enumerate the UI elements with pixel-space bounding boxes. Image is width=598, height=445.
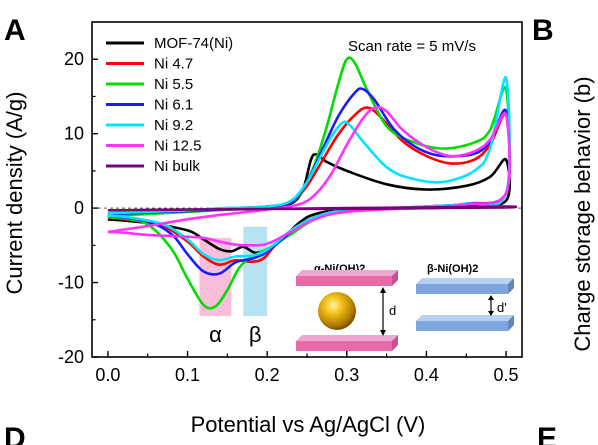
y-axis-label: Current density (A/g)	[2, 92, 27, 295]
y-tick-label: 20	[64, 49, 84, 69]
x-tick-label: 0.0	[95, 365, 120, 385]
beta-bottom-slab-top	[416, 315, 514, 321]
beta-d-arrow-head-down	[488, 311, 494, 316]
peak-band-label-alpha: α	[209, 322, 222, 347]
alpha-bottom-slab-top	[296, 335, 398, 341]
legend-label-ni-5-5: Ni 5.5	[154, 76, 193, 93]
scan-rate-annotation: Scan rate = 5 mV/s	[348, 38, 476, 55]
beta-d-arrow-head-up	[488, 295, 494, 300]
legend-label-ni-9-2: Ni 9.2	[154, 117, 193, 134]
beta-d-label: d'	[497, 300, 507, 315]
legend: MOF-74(Ni) Ni 4.7 Ni 5.5 Ni 6.1 Ni 9.2 Ni 12.…	[106, 35, 233, 175]
axis-ticks: 0.0 0.1 0.2 0.3 0.4 0.5 -20 -10 0 10 20	[58, 49, 519, 385]
x-tick-label: 0.2	[255, 365, 280, 385]
panel-letter-e: E	[537, 422, 557, 445]
legend-label-ni-bulk: Ni bulk	[154, 158, 200, 175]
peak-band-label-beta: β	[249, 322, 262, 347]
panel-letter-b: B	[532, 14, 554, 47]
panel-letter-a: A	[4, 14, 26, 47]
panel-letter-d: D	[4, 422, 26, 445]
legend-label-ni-12-5: Ni 12.5	[154, 138, 202, 155]
series-line-ni-12-5	[107, 105, 511, 247]
alpha-structure-inset: α-Ni(OH)2 d	[296, 263, 398, 351]
series-line-ni-bulk	[107, 205, 518, 212]
beta-bottom-slab-side	[508, 315, 514, 331]
x-tick-label: 0.4	[414, 365, 439, 385]
alpha-top-slab-top	[296, 270, 398, 276]
y-tick-label: -20	[58, 347, 84, 367]
x-tick-label: 0.3	[334, 365, 359, 385]
series-line-ni-9-2	[107, 76, 511, 262]
x-axis-label: Potential vs Ag/AgCl (V)	[191, 412, 426, 437]
intercalated-sphere-icon	[318, 292, 356, 330]
alpha-top-slab	[296, 276, 392, 286]
beta-inset-title: β-Ni(OH)2	[427, 263, 478, 275]
legend-label-mof-74-ni: MOF-74(Ni)	[154, 35, 233, 52]
y-tick-label: -10	[58, 273, 84, 293]
x-tick-label: 0.5	[494, 365, 519, 385]
y-tick-label: 10	[64, 124, 84, 144]
beta-top-slab-top	[416, 278, 514, 284]
peak-band-beta	[243, 226, 268, 317]
alpha-d-arrow-head-up	[380, 287, 386, 293]
alpha-top-slab-side	[392, 270, 398, 286]
alpha-d-arrow-head-down	[380, 330, 386, 336]
beta-top-slab	[416, 284, 508, 294]
alpha-bottom-slab	[296, 341, 392, 351]
y-tick-label: 0	[74, 198, 84, 218]
alpha-bottom-slab-side	[392, 335, 398, 351]
legend-label-ni-4-7: Ni 4.7	[154, 56, 193, 73]
beta-top-slab-side	[508, 278, 514, 294]
beta-bottom-slab	[416, 321, 508, 331]
legend-label-ni-6-1: Ni 6.1	[154, 97, 193, 114]
right-panel-axis-label: Charge storage behavior (b)	[570, 76, 595, 351]
beta-structure-inset: β-Ni(OH)2 d'	[416, 263, 514, 331]
alpha-d-label: d	[389, 303, 396, 318]
cv-curves	[107, 56, 518, 310]
x-tick-label: 0.1	[175, 365, 200, 385]
